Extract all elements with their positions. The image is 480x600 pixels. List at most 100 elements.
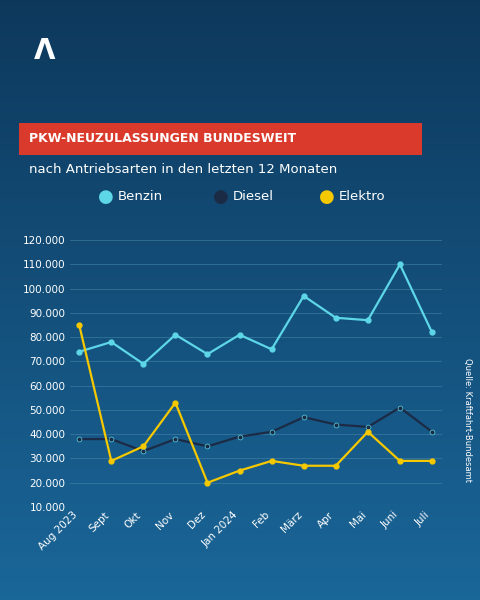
Bar: [0, 84, 480, 90]
Bar: [0, 342, 480, 348]
Bar: [0, 408, 480, 414]
Bar: [0, 354, 480, 360]
Bar: [0, 24, 480, 30]
Bar: [0, 480, 480, 486]
Bar: [0, 552, 480, 558]
Bar: [0, 264, 480, 270]
Bar: [0, 468, 480, 474]
Bar: [0, 570, 480, 576]
Bar: [0, 186, 480, 192]
Bar: [0, 168, 480, 174]
Bar: [0, 174, 480, 180]
Bar: [0, 510, 480, 516]
Bar: [0, 324, 480, 330]
Bar: [0, 414, 480, 420]
Bar: [0, 150, 480, 156]
Bar: [0, 336, 480, 342]
Bar: [0, 210, 480, 216]
Bar: [0, 438, 480, 444]
Bar: [0, 48, 480, 54]
Text: Quelle: Kraftfahrt-Bundesamt: Quelle: Kraftfahrt-Bundesamt: [464, 358, 472, 482]
Bar: [0, 276, 480, 282]
Text: ●: ●: [98, 188, 113, 206]
Bar: [0, 108, 480, 114]
Bar: [0, 582, 480, 588]
Bar: [0, 492, 480, 498]
Bar: [0, 588, 480, 594]
Bar: [0, 114, 480, 120]
Bar: [0, 540, 480, 546]
Bar: [0, 402, 480, 408]
Bar: [0, 234, 480, 240]
Bar: [0, 330, 480, 336]
Bar: [0, 126, 480, 132]
Bar: [0, 564, 480, 570]
Bar: [0, 366, 480, 372]
Bar: [0, 300, 480, 306]
Bar: [0, 348, 480, 354]
Text: PKW-NEUZULASSUNGEN BUNDESWEIT: PKW-NEUZULASSUNGEN BUNDESWEIT: [29, 132, 296, 145]
Bar: [0, 198, 480, 204]
Bar: [0, 42, 480, 48]
Bar: [0, 216, 480, 222]
Bar: [0, 486, 480, 492]
Bar: [0, 306, 480, 312]
Text: Elektro: Elektro: [338, 190, 385, 203]
Bar: [0, 222, 480, 228]
Bar: [0, 318, 480, 324]
Bar: [0, 558, 480, 564]
Bar: [0, 372, 480, 378]
Bar: [0, 444, 480, 450]
Bar: [0, 120, 480, 126]
Bar: [0, 228, 480, 234]
Bar: [0, 282, 480, 288]
Bar: [0, 390, 480, 396]
Bar: [0, 450, 480, 456]
Bar: [0, 312, 480, 318]
Bar: [0, 138, 480, 144]
Bar: [0, 474, 480, 480]
Bar: [0, 432, 480, 438]
Bar: [0, 102, 480, 108]
Bar: [0, 426, 480, 432]
Bar: [0, 534, 480, 540]
Bar: [0, 6, 480, 12]
Bar: [0, 594, 480, 600]
Text: Benzin: Benzin: [118, 190, 163, 203]
Bar: [0, 504, 480, 510]
Text: ●: ●: [319, 188, 334, 206]
Bar: [0, 396, 480, 402]
Bar: [0, 576, 480, 582]
Bar: [0, 132, 480, 138]
Bar: [0, 270, 480, 276]
Bar: [0, 12, 480, 18]
Bar: [0, 528, 480, 534]
Bar: [0, 0, 480, 6]
Bar: [0, 420, 480, 426]
Bar: [0, 18, 480, 24]
Text: Diesel: Diesel: [233, 190, 274, 203]
Text: Λ: Λ: [34, 37, 55, 65]
Bar: [0, 78, 480, 84]
Bar: [0, 360, 480, 366]
Bar: [0, 378, 480, 384]
Bar: [0, 96, 480, 102]
Bar: [0, 384, 480, 390]
Bar: [0, 204, 480, 210]
Bar: [0, 36, 480, 42]
Bar: [0, 30, 480, 36]
Bar: [0, 246, 480, 252]
Bar: [0, 288, 480, 294]
Bar: [0, 60, 480, 66]
Bar: [0, 240, 480, 246]
Bar: [0, 546, 480, 552]
Bar: [0, 462, 480, 468]
Bar: [0, 72, 480, 78]
Bar: [0, 252, 480, 258]
Bar: [0, 90, 480, 96]
Text: ●: ●: [213, 188, 228, 206]
Bar: [0, 456, 480, 462]
Bar: [0, 180, 480, 186]
Bar: [0, 498, 480, 504]
Bar: [0, 156, 480, 162]
